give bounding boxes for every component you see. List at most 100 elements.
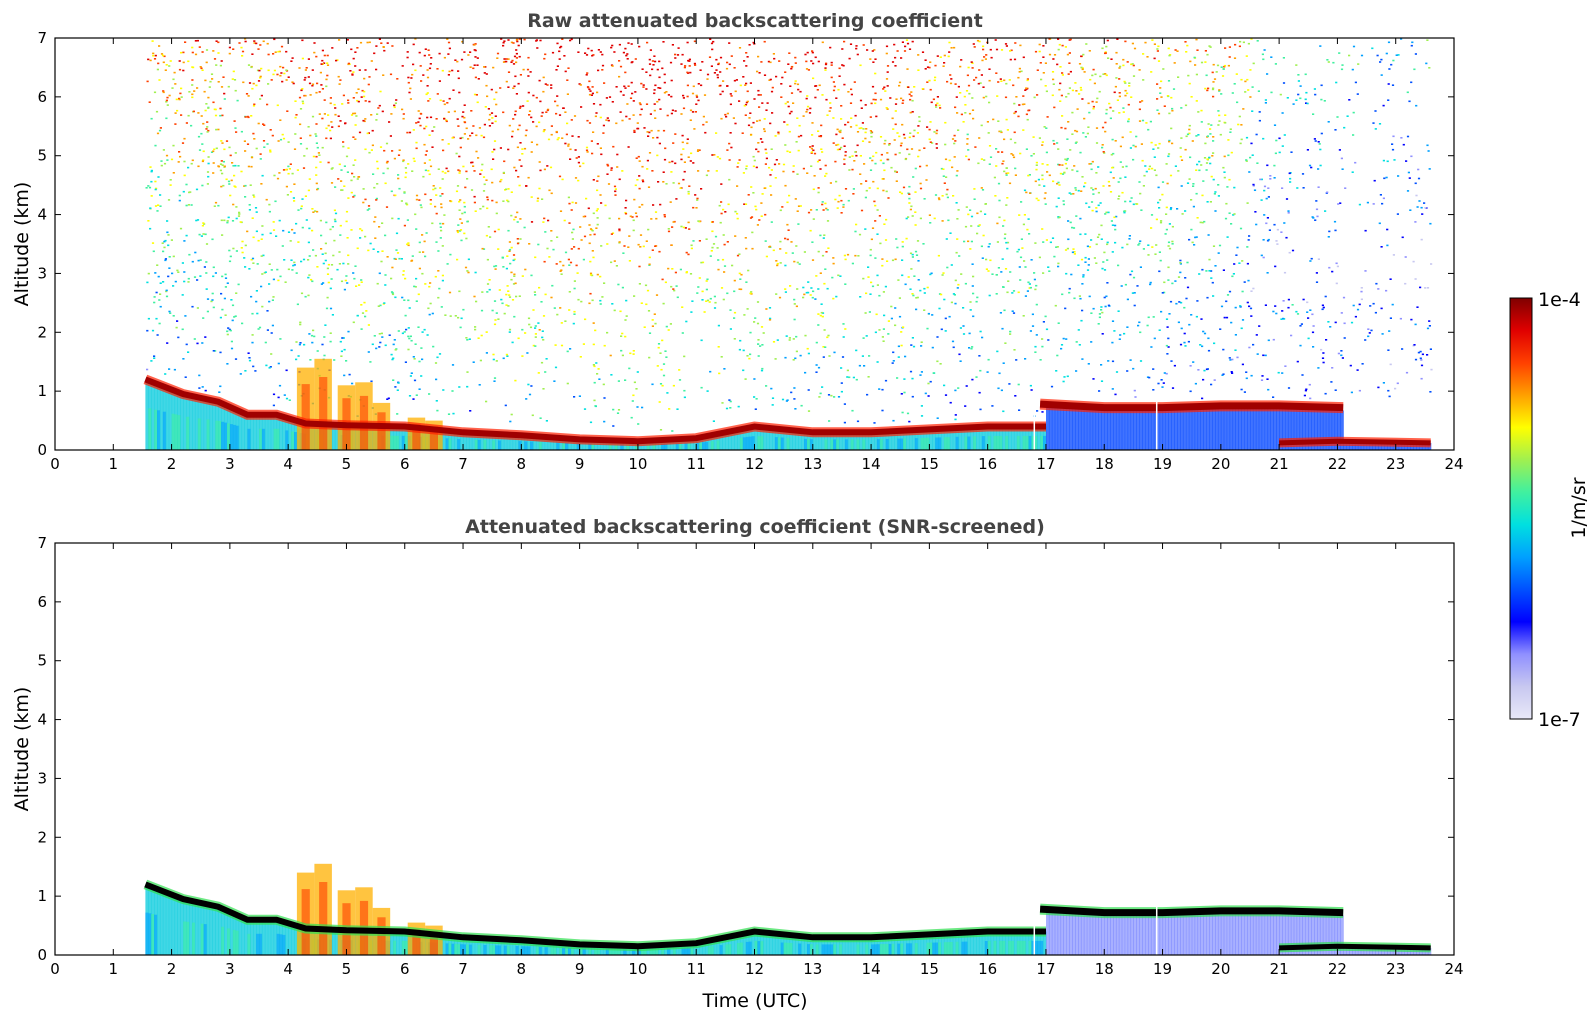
noise-pixel <box>169 60 172 62</box>
noise-pixel <box>261 233 264 236</box>
noise-pixel <box>472 125 475 127</box>
noise-pixel <box>683 389 686 392</box>
noise-pixel <box>305 147 308 150</box>
noise-pixel <box>720 287 724 289</box>
noise-pixel <box>745 65 748 67</box>
noise-pixel <box>589 260 592 263</box>
noise-pixel <box>1242 41 1245 44</box>
noise-pixel <box>315 182 318 185</box>
noise-pixel <box>1364 229 1367 232</box>
noise-pixel <box>825 207 828 210</box>
noise-pixel <box>468 338 471 340</box>
noise-pixel <box>1184 210 1187 212</box>
noise-pixel <box>1287 387 1291 389</box>
noise-pixel <box>632 229 635 232</box>
noise-pixel <box>1098 316 1101 319</box>
noise-pixel <box>739 339 742 342</box>
noise-pixel <box>1263 49 1266 51</box>
noise-pixel <box>426 76 430 79</box>
noise-pixel <box>874 102 877 105</box>
noise-pixel <box>1136 285 1139 287</box>
noise-pixel <box>1387 389 1390 392</box>
noise-pixel <box>1173 62 1176 64</box>
noise-pixel <box>384 284 387 286</box>
noise-pixel <box>172 172 175 174</box>
noise-pixel <box>487 226 490 228</box>
noise-pixel <box>515 61 518 64</box>
noise-pixel <box>1123 210 1126 213</box>
noise-pixel <box>255 290 258 292</box>
noise-pixel <box>1029 384 1032 387</box>
noise-pixel <box>207 156 210 158</box>
noise-pixel <box>903 391 906 394</box>
noise-pixel <box>255 42 258 45</box>
noise-pixel <box>491 117 494 119</box>
noise-pixel <box>758 72 761 74</box>
noise-pixel <box>833 351 836 354</box>
noise-pixel <box>761 193 764 195</box>
noise-pixel <box>1005 174 1008 176</box>
noise-pixel <box>770 169 773 171</box>
noise-pixel <box>734 122 737 125</box>
noise-pixel <box>206 121 209 123</box>
noise-pixel <box>760 369 764 372</box>
noise-pixel <box>1020 70 1023 73</box>
noise-pixel <box>373 186 376 189</box>
noise-pixel <box>1158 207 1161 209</box>
noise-pixel <box>806 108 809 111</box>
noise-pixel <box>488 125 491 127</box>
noise-pixel <box>1413 68 1416 71</box>
noise-pixel <box>162 281 165 283</box>
noise-pixel <box>898 81 902 84</box>
noise-pixel <box>577 298 580 301</box>
noise-pixel <box>378 226 381 228</box>
noise-pixel <box>811 145 814 147</box>
noise-pixel <box>1102 261 1105 263</box>
noise-pixel <box>799 354 802 357</box>
noise-pixel <box>768 166 771 169</box>
noise-pixel <box>867 266 870 268</box>
noise-pixel <box>442 389 445 391</box>
noise-pixel <box>250 156 254 159</box>
noise-pixel <box>1287 298 1290 301</box>
noise-pixel <box>782 170 785 173</box>
noise-pixel <box>908 193 911 195</box>
noise-pixel <box>686 41 689 44</box>
noise-pixel <box>1162 382 1165 384</box>
noise-pixel <box>213 148 216 151</box>
noise-pixel <box>774 135 777 137</box>
noise-pixel <box>358 284 361 286</box>
noise-pixel <box>1092 188 1095 191</box>
noise-pixel <box>276 73 279 76</box>
noise-pixel <box>415 198 418 201</box>
noise-pixel <box>1127 103 1130 106</box>
noise-pixel <box>732 117 735 119</box>
noise-pixel <box>1283 222 1286 224</box>
noise-pixel <box>176 109 179 112</box>
noise-pixel <box>807 291 810 294</box>
noise-pixel <box>832 297 835 300</box>
noise-pixel <box>906 412 910 415</box>
noise-pixel <box>536 197 540 200</box>
noise-pixel <box>1327 236 1330 238</box>
noise-pixel <box>1005 167 1008 169</box>
noise-pixel <box>822 356 825 358</box>
noise-pixel <box>193 276 197 278</box>
noise-pixel <box>347 102 350 104</box>
noise-pixel <box>256 263 259 265</box>
noise-pixel <box>191 93 194 96</box>
noise-pixel <box>325 78 328 81</box>
noise-pixel <box>636 406 639 408</box>
noise-pixel <box>1067 238 1070 241</box>
noise-pixel <box>354 265 357 267</box>
noise-pixel <box>162 250 165 253</box>
noise-pixel <box>1080 190 1083 192</box>
noise-pixel <box>1299 325 1302 327</box>
noise-pixel <box>253 138 256 140</box>
noise-pixel <box>945 193 948 196</box>
noise-pixel <box>815 85 818 87</box>
noise-pixel <box>1207 337 1210 340</box>
noise-pixel <box>229 154 232 157</box>
noise-pixel <box>758 219 761 221</box>
noise-pixel <box>1211 155 1214 157</box>
